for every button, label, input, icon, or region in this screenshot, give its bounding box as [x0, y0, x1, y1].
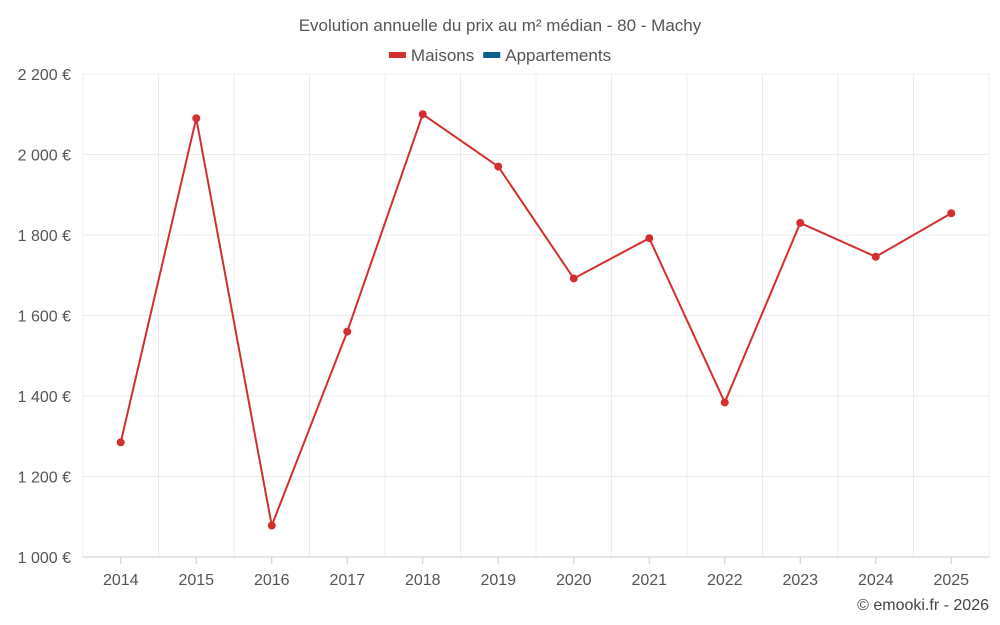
legend-swatch — [483, 52, 501, 58]
data-point[interactable] — [418, 110, 427, 119]
legend-item-maisons[interactable]: Maisons — [388, 46, 474, 65]
x-tick-label: 2022 — [707, 572, 743, 589]
data-point[interactable] — [343, 327, 352, 336]
data-point[interactable] — [267, 521, 276, 530]
legend: Maisons Appartements — [388, 46, 611, 65]
y-tick-label: 1 800 € — [18, 228, 71, 245]
x-tick-label: 2016 — [254, 572, 290, 589]
legend-item-appartements[interactable]: Appartements — [483, 46, 611, 65]
y-tick-label: 1 000 € — [18, 550, 71, 567]
x-axis-tick-labels: 2014 2015 2016 2017 2018 2019 2020 2021 2022 2023… — [103, 557, 969, 589]
x-tick-label: 2019 — [480, 572, 516, 589]
y-tick-label: 1 200 € — [18, 470, 71, 487]
y-tick-label: 2 200 € — [18, 67, 71, 84]
data-point[interactable] — [645, 234, 654, 243]
series-line — [119, 113, 952, 527]
x-tick-label: 2014 — [103, 572, 139, 589]
credit-text: © emooki.fr - 2026 — [857, 597, 989, 614]
y-tick-label: 1 600 € — [18, 309, 71, 326]
data-point[interactable] — [116, 438, 125, 447]
x-tick-label: 2025 — [933, 572, 969, 589]
series-layer — [116, 110, 956, 530]
x-tick-label: 2018 — [405, 572, 441, 589]
x-tick-label: 2017 — [329, 572, 365, 589]
x-tick-label: 2015 — [178, 572, 214, 589]
data-point[interactable] — [569, 274, 578, 283]
y-tick-label: 2 000 € — [18, 148, 71, 165]
y-axis-tick-labels: 1 000 € 1 200 € 1 400 € 1 600 € 1 800 € 2 000… — [18, 67, 71, 567]
series-maisons — [116, 110, 956, 530]
data-point[interactable] — [871, 252, 880, 261]
x-tick-label: 2020 — [556, 572, 592, 589]
data-point[interactable] — [494, 162, 503, 171]
x-tick-label: 2021 — [631, 572, 667, 589]
data-point[interactable] — [947, 209, 956, 218]
legend-label: Maisons — [411, 46, 474, 65]
x-tick-label: 2024 — [858, 572, 894, 589]
y-tick-label: 1 400 € — [18, 389, 71, 406]
x-tick-label: 2023 — [782, 572, 818, 589]
legend-swatch — [388, 52, 406, 58]
legend-label: Appartements — [505, 46, 611, 65]
chart-title: Evolution annuelle du prix au m² médian … — [299, 16, 702, 35]
data-point[interactable] — [796, 218, 805, 227]
data-point[interactable] — [192, 114, 201, 123]
data-point[interactable] — [720, 398, 729, 407]
